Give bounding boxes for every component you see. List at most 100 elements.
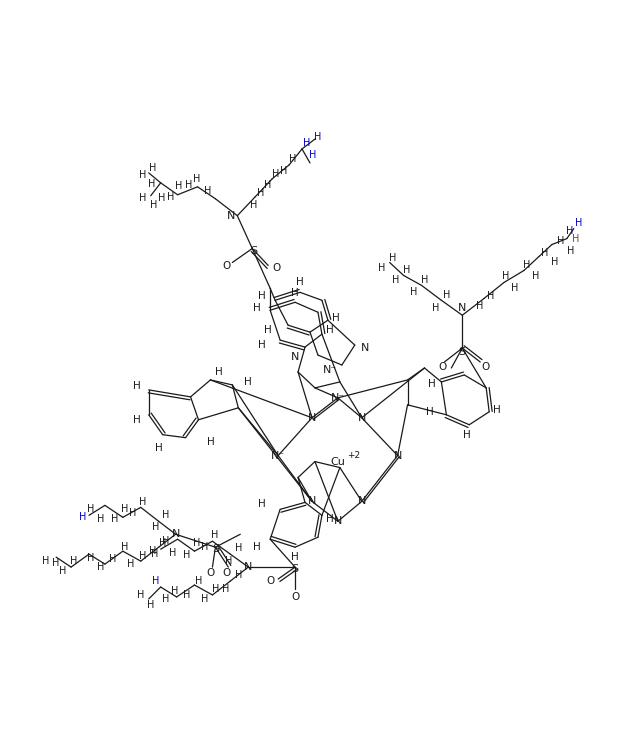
Text: H: H	[201, 542, 208, 552]
Text: H: H	[234, 570, 242, 580]
Text: H: H	[121, 542, 128, 552]
Text: H: H	[121, 504, 128, 515]
Text: H: H	[428, 379, 436, 389]
Text: O: O	[438, 362, 447, 372]
Text: H: H	[259, 499, 266, 509]
Text: H: H	[326, 325, 334, 335]
Text: H: H	[152, 523, 159, 532]
Text: H: H	[264, 325, 272, 335]
Text: H: H	[162, 510, 169, 520]
Text: H: H	[52, 558, 60, 568]
Text: H: H	[215, 367, 222, 377]
Text: H: H	[150, 199, 157, 210]
Text: H: H	[222, 584, 229, 594]
Text: O: O	[222, 262, 231, 271]
Text: H: H	[111, 515, 118, 524]
Text: H: H	[139, 193, 146, 203]
Text: H: H	[171, 586, 178, 596]
Text: N: N	[360, 343, 369, 353]
Text: H: H	[532, 271, 540, 281]
Text: H: H	[487, 291, 495, 301]
Text: +2: +2	[347, 451, 360, 460]
Text: H: H	[167, 192, 175, 202]
Text: H: H	[332, 313, 340, 323]
Text: H: H	[193, 538, 200, 548]
Text: H: H	[185, 180, 193, 190]
Text: H: H	[309, 150, 317, 160]
Text: H: H	[259, 340, 266, 350]
Text: H: H	[149, 163, 156, 173]
Text: H: H	[139, 498, 146, 507]
Text: H: H	[442, 290, 450, 301]
Text: N⁻: N⁻	[271, 451, 285, 460]
Text: N: N	[308, 496, 316, 507]
Text: H: H	[254, 542, 261, 552]
Text: H: H	[291, 552, 299, 562]
Text: H: H	[193, 174, 200, 184]
Text: H: H	[80, 512, 87, 523]
Text: H: H	[410, 287, 417, 298]
Text: H: H	[109, 554, 117, 564]
Text: N: N	[394, 451, 402, 460]
Text: Cu: Cu	[331, 457, 346, 467]
Text: H: H	[493, 405, 501, 415]
Text: H: H	[183, 550, 190, 560]
Text: H: H	[137, 590, 144, 600]
Text: N: N	[227, 210, 236, 221]
Text: H: H	[59, 566, 67, 576]
Text: H: H	[304, 138, 311, 148]
Text: H: H	[273, 169, 280, 179]
Text: N⁻: N⁻	[331, 393, 345, 403]
Text: H: H	[541, 248, 549, 257]
Text: H: H	[183, 590, 190, 600]
Text: H: H	[259, 291, 266, 301]
Text: H: H	[257, 188, 264, 198]
Text: N⁻: N⁻	[323, 365, 337, 375]
Text: H: H	[289, 154, 297, 164]
Text: O: O	[272, 263, 280, 273]
Text: H: H	[557, 235, 565, 246]
Text: H: H	[249, 199, 257, 210]
Text: H: H	[392, 276, 399, 285]
Text: H: H	[225, 556, 232, 566]
Text: S: S	[459, 347, 466, 357]
Text: H: H	[195, 576, 202, 586]
Text: H: H	[147, 600, 154, 610]
Text: N: N	[358, 413, 366, 423]
Text: H: H	[151, 549, 159, 559]
Text: H: H	[566, 226, 574, 235]
Text: H: H	[421, 276, 428, 285]
Text: S: S	[212, 544, 219, 554]
Text: H: H	[296, 277, 304, 287]
Text: N: N	[244, 562, 252, 572]
Text: H: H	[152, 576, 159, 586]
Text: N: N	[291, 352, 299, 362]
Text: H: H	[291, 288, 299, 298]
Text: H: H	[403, 265, 410, 276]
Text: N: N	[308, 413, 316, 423]
Text: H: H	[523, 260, 531, 270]
Text: H: H	[87, 553, 94, 563]
Text: H: H	[211, 530, 218, 540]
Text: H: H	[280, 166, 288, 176]
Text: O: O	[291, 592, 299, 602]
Text: H: H	[41, 556, 49, 566]
Text: H: H	[97, 515, 105, 524]
Text: H: H	[476, 301, 483, 312]
Text: H: H	[378, 263, 386, 273]
Text: H: H	[502, 271, 510, 281]
Text: H: H	[204, 185, 211, 196]
Text: H: H	[133, 415, 141, 424]
Text: H: H	[149, 546, 156, 556]
Text: H: H	[244, 377, 252, 387]
Text: H: H	[139, 170, 146, 180]
Text: H: H	[162, 594, 169, 604]
Text: H: H	[326, 515, 334, 524]
Text: S: S	[291, 564, 299, 574]
Text: H: H	[175, 181, 182, 191]
Text: H: H	[265, 180, 272, 190]
Text: H: H	[127, 559, 135, 569]
Text: H: H	[207, 437, 214, 446]
Text: N: N	[172, 529, 180, 539]
Text: H: H	[567, 246, 574, 256]
